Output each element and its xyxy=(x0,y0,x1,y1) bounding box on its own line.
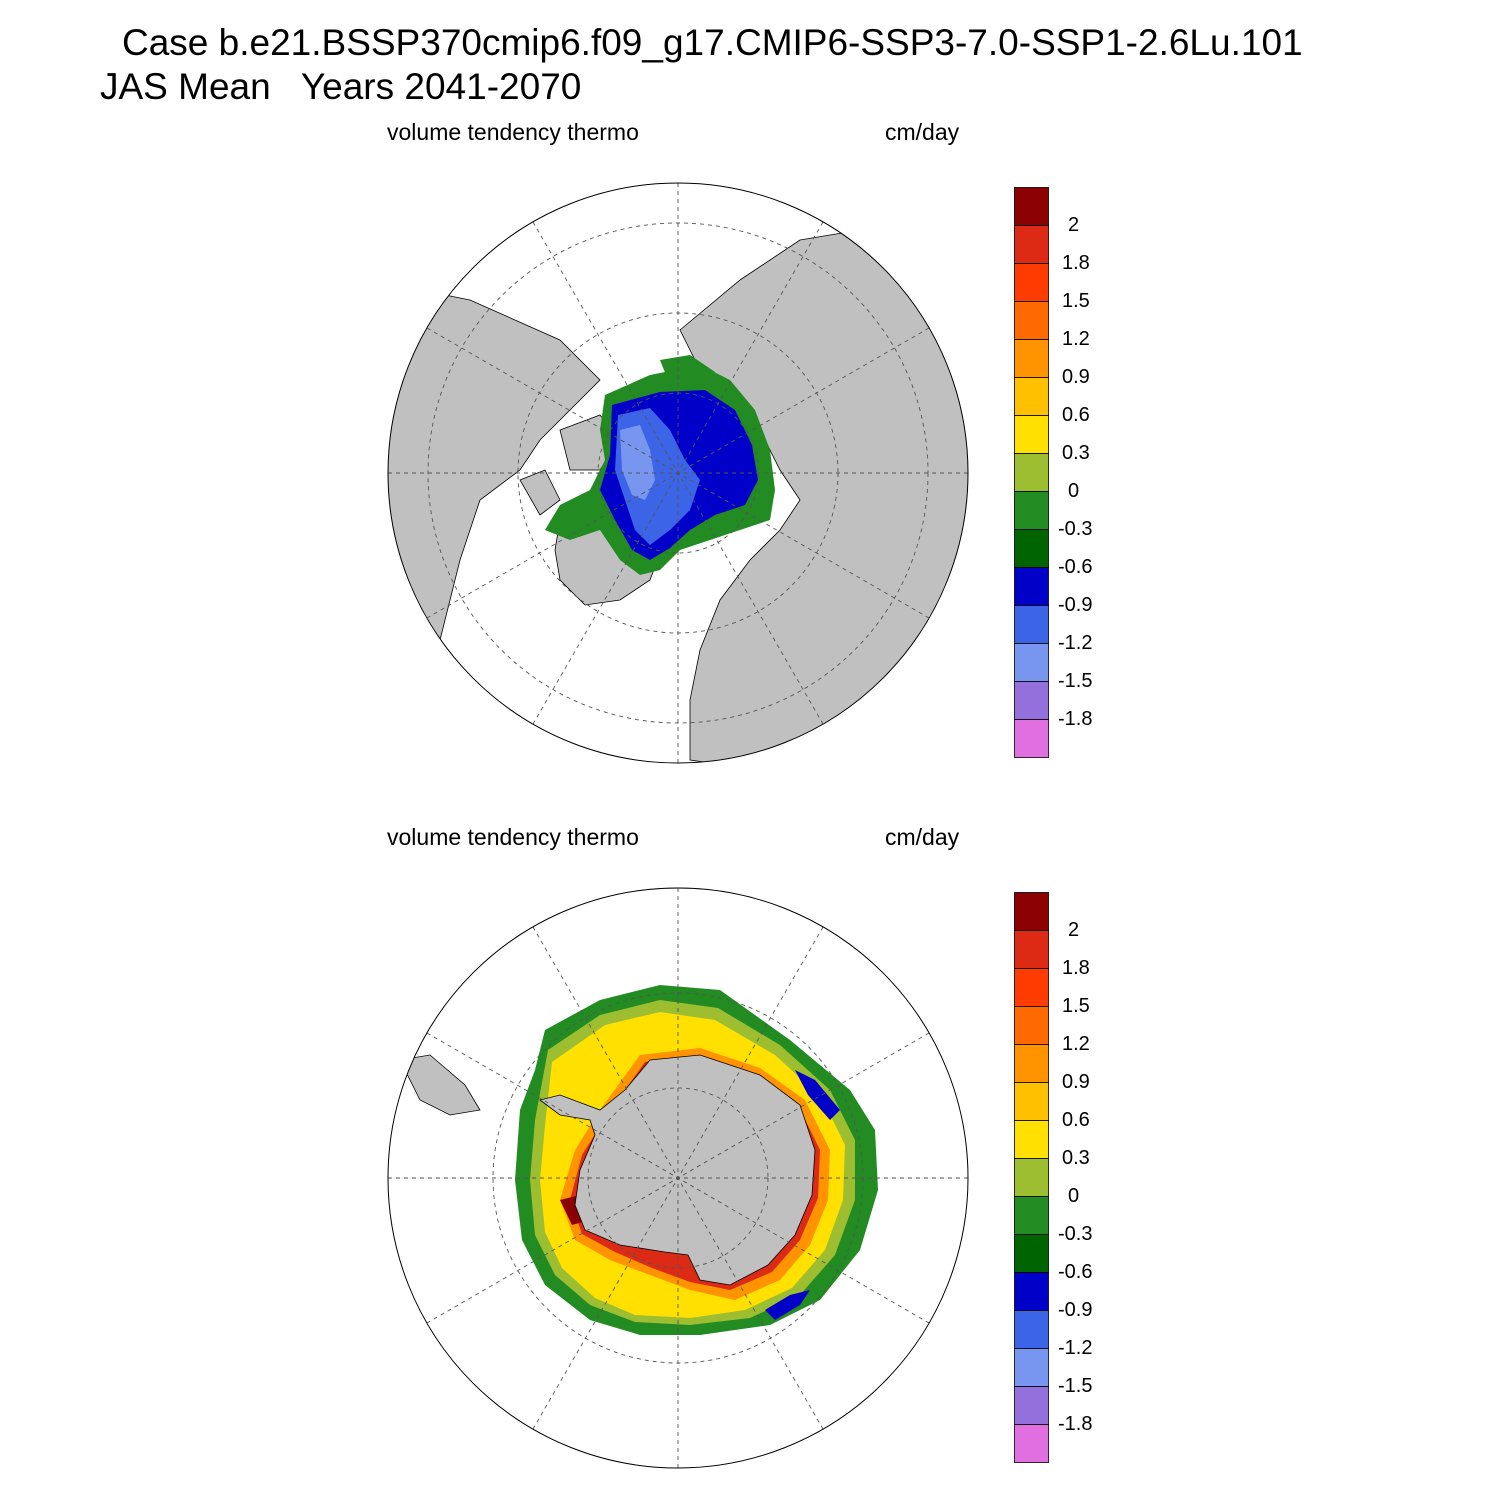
colorbar-swatches xyxy=(1014,187,1049,758)
colorbar-swatch xyxy=(1014,1234,1049,1273)
colorbar-swatch xyxy=(1014,415,1049,454)
colorbar-tick-label: -0.9 xyxy=(1058,594,1093,616)
colorbar-swatch xyxy=(1014,1386,1049,1425)
colorbar-swatch xyxy=(1014,1006,1049,1045)
colorbar-tick-label: 0.6 xyxy=(1062,1109,1090,1131)
colorbar-tick-label: 0.3 xyxy=(1062,442,1090,464)
south-panel-variable-label: volume tendency thermo xyxy=(387,824,639,850)
colorbar-tick-label: 1.5 xyxy=(1062,290,1090,312)
colorbar-swatch xyxy=(1014,567,1049,606)
colorbar-swatch xyxy=(1014,930,1049,969)
colorbar-tick-label: -1.8 xyxy=(1058,708,1093,730)
south-panel-units-label: cm/day xyxy=(885,824,960,850)
south-graticule xyxy=(388,888,968,1468)
colorbar-swatch xyxy=(1014,263,1049,302)
colorbar-swatch xyxy=(1014,1158,1049,1197)
north-panel-units-label: cm/day xyxy=(885,119,960,145)
colorbar-tick-label: 1.2 xyxy=(1062,328,1090,350)
colorbar-tick-label: 0.9 xyxy=(1062,366,1090,388)
colorbar-swatch xyxy=(1014,719,1049,758)
south-polar-map xyxy=(387,887,969,1469)
north-graticule xyxy=(388,183,968,763)
colorbar-swatch xyxy=(1014,892,1049,931)
colorbar-swatch xyxy=(1014,1120,1049,1159)
colorbar-tick-label: -0.9 xyxy=(1058,1299,1093,1321)
colorbar-swatch xyxy=(1014,377,1049,416)
north-map-border xyxy=(387,182,969,764)
colorbar-swatch xyxy=(1014,491,1049,530)
colorbar-swatches xyxy=(1014,892,1049,1463)
colorbar-swatch xyxy=(1014,605,1049,644)
colorbar-tick-label: 1.8 xyxy=(1062,252,1090,274)
colorbar-tick-label: 0.3 xyxy=(1062,1147,1090,1169)
north-sea-ice-field xyxy=(545,355,775,575)
colorbar-tick-label: 2 xyxy=(1068,919,1080,941)
colorbar-tick-label: -1.5 xyxy=(1058,670,1093,692)
colorbar-swatch xyxy=(1014,681,1049,720)
colorbar-swatch xyxy=(1014,225,1049,264)
colorbar-swatch xyxy=(1014,1348,1049,1387)
colorbar-tick-label: -1.8 xyxy=(1058,1413,1093,1435)
north-panel-variable-label: volume tendency thermo xyxy=(387,119,639,145)
colorbar-swatch xyxy=(1014,1272,1049,1311)
colorbar-tick-label: 2 xyxy=(1068,214,1080,236)
colorbar-swatch xyxy=(1014,301,1049,340)
colorbar-tick-label: 0.6 xyxy=(1062,404,1090,426)
colorbar-swatch xyxy=(1014,187,1049,226)
colorbar-tick-label: 1.5 xyxy=(1062,995,1090,1017)
colorbar-swatch xyxy=(1014,529,1049,568)
colorbar-swatch xyxy=(1014,1424,1049,1463)
colorbar-tick-label: 1.8 xyxy=(1062,957,1090,979)
south-map-land xyxy=(399,1054,481,1116)
colorbar-tick-label: -1.2 xyxy=(1058,1337,1093,1359)
colorbar-tick-label: -1.5 xyxy=(1058,1375,1093,1397)
colorbar-tick-label: -0.6 xyxy=(1058,1261,1093,1283)
antarctica-landmass xyxy=(539,1054,816,1286)
colorbar-tick-label: 0.9 xyxy=(1062,1071,1090,1093)
colorbar-tick-label: -0.3 xyxy=(1058,1223,1093,1245)
colorbar-tick-label: -0.6 xyxy=(1058,556,1093,578)
colorbar-tick-label: -0.3 xyxy=(1058,518,1093,540)
colorbar-swatch xyxy=(1014,643,1049,682)
south-map-border xyxy=(387,887,969,1469)
figure-title-line2: JAS Mean Years 2041-2070 xyxy=(100,66,582,107)
colorbar-swatch xyxy=(1014,1310,1049,1349)
colorbar-swatch xyxy=(1014,339,1049,378)
colorbar-tick-label: 1.2 xyxy=(1062,1033,1090,1055)
figure-title-line1: Case b.e21.BSSP370cmip6.f09_g17.CMIP6-SS… xyxy=(122,22,1303,63)
colorbar-swatch xyxy=(1014,968,1049,1007)
colorbar-swatch xyxy=(1014,1196,1049,1235)
north-polar-map xyxy=(387,182,969,764)
colorbar-tick-label: -1.2 xyxy=(1058,632,1093,654)
colorbar-swatch xyxy=(1014,1044,1049,1083)
colorbar-tick-label: 0 xyxy=(1068,1185,1080,1207)
colorbar-swatch xyxy=(1014,1082,1049,1121)
colorbar-tick-label: 0 xyxy=(1068,480,1080,502)
colorbar-swatch xyxy=(1014,453,1049,492)
